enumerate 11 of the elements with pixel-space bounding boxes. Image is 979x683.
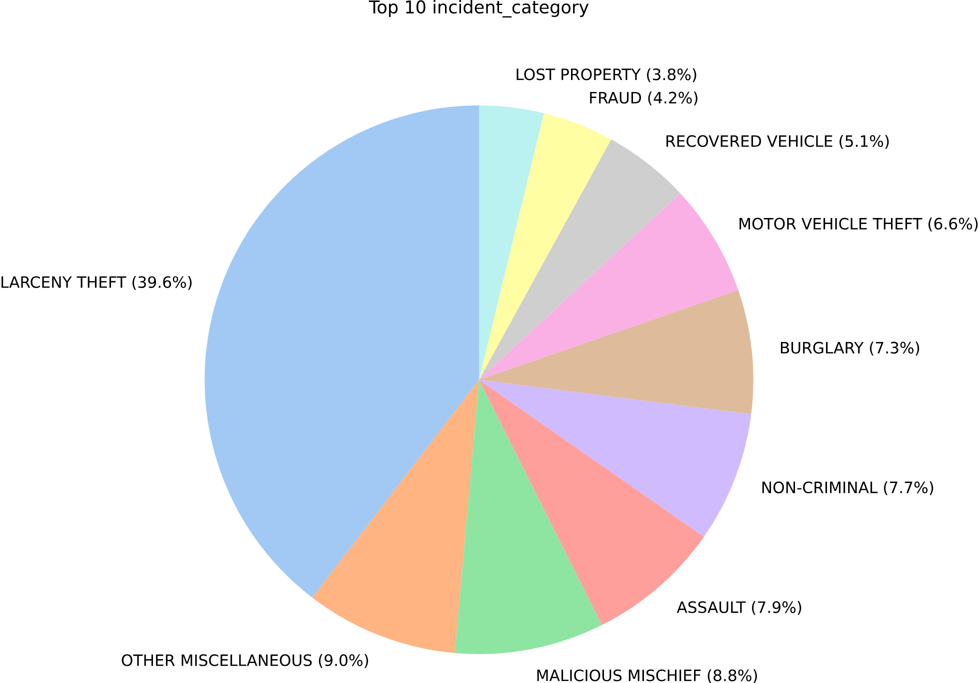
slice-label: NON-CRIMINAL (7.7%) (762, 481, 934, 496)
slice-label: MALICIOUS MISCHIEF (8.8%) (537, 669, 757, 683)
chart-title: Top 10 incident_category (368, 0, 589, 18)
slice-label: LARCENY THEFT (39.6%) (2, 276, 192, 290)
slice-label: BURGLARY (7.3%) (780, 342, 920, 356)
slice-label: RECOVERED VEHICLE (5.1%) (666, 134, 889, 149)
slice-label: FRAUD (4.2%) (590, 91, 698, 106)
slice-label: LOST PROPERTY (3.8%) (516, 68, 696, 82)
slice-label: MOTOR VEHICLE THEFT (6.6%) (740, 218, 978, 232)
slice-label: OTHER MISCELLANEOUS (9.0%) (122, 654, 368, 668)
slice-label: ASSAULT (7.9%) (676, 600, 802, 615)
